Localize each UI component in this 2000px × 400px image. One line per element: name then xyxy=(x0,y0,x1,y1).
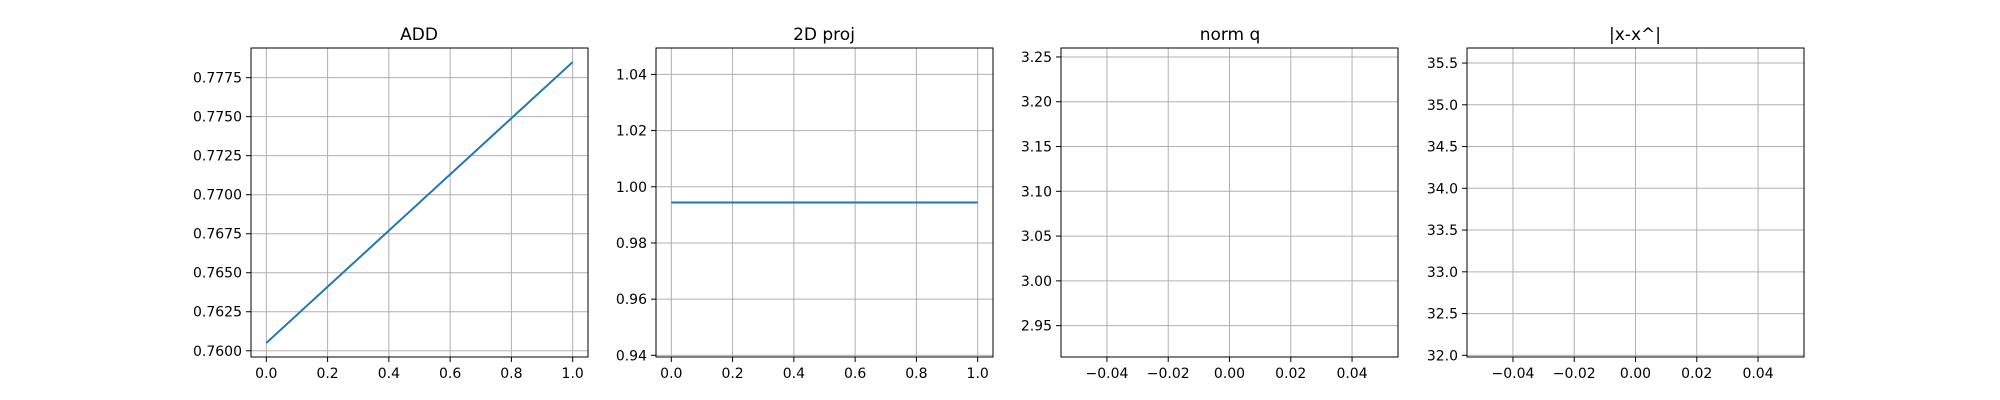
y-tick-label: 0.7600 xyxy=(193,344,242,360)
y-tick-label: 2.95 xyxy=(1021,319,1052,335)
x-tick-label: 0.6 xyxy=(844,366,866,382)
y-tick-label: 34.0 xyxy=(1427,181,1458,197)
x-tick-label: 0.0 xyxy=(660,366,682,382)
x-tick-label: 0.8 xyxy=(500,366,522,382)
x-tick-label: 0.4 xyxy=(378,366,400,382)
x-tick-label: 0.0 xyxy=(255,366,277,382)
y-tick-label: 0.7775 xyxy=(193,71,242,87)
y-tick-label: 3.00 xyxy=(1021,274,1052,290)
y-tick-label: 35.5 xyxy=(1427,56,1458,72)
axes-frame xyxy=(250,47,589,358)
y-tick-label: 3.15 xyxy=(1021,140,1052,156)
x-tick-label: −0.04 xyxy=(1492,366,1535,382)
x-tick-label: 0.6 xyxy=(439,366,461,382)
y-tick-label: 3.10 xyxy=(1021,184,1052,200)
y-tick-label: 34.5 xyxy=(1427,140,1458,156)
x-tick-label: 0.00 xyxy=(1620,366,1651,382)
subplot-title: ADD xyxy=(400,25,438,45)
subplot-title: 2D proj xyxy=(793,25,855,45)
x-tick-label: −0.04 xyxy=(1086,366,1129,382)
x-tick-label: 1.0 xyxy=(967,366,989,382)
y-tick-label: 1.02 xyxy=(616,124,647,140)
y-tick-label: 1.04 xyxy=(616,67,647,83)
x-tick-label: 0.04 xyxy=(1336,366,1367,382)
y-tick-label: 33.0 xyxy=(1427,265,1458,281)
y-tick-label: 0.7625 xyxy=(193,305,242,321)
series-line xyxy=(265,61,574,344)
subplot-norm-q: norm q −0.04 −0.02 0.00 0.02 0.04 2.95 3.00 3.0… xyxy=(1021,25,1399,382)
x-tick-label: 0.00 xyxy=(1214,366,1245,382)
y-tick-label: 3.20 xyxy=(1021,95,1052,111)
subplot-add: ADD 0.0 0.2 0.4 0.6 0.8 1.0 0.7600 0.7625 0.7650… xyxy=(193,25,589,382)
x-tick-label: −0.02 xyxy=(1147,366,1190,382)
y-tick-label: 0.7700 xyxy=(193,188,242,204)
y-tick-label: 3.05 xyxy=(1021,229,1052,245)
y-tick-label: 35.0 xyxy=(1427,98,1458,114)
y-tick-label: 1.00 xyxy=(616,180,647,196)
y-tick-label: 32.5 xyxy=(1427,307,1458,323)
subplot-title: norm q xyxy=(1200,25,1261,45)
grid xyxy=(1061,48,1398,357)
subplot-2d-proj: 2D proj 0.0 0.2 0.4 0.6 0.8 1.0 0.94 0.96 0.98 1.… xyxy=(616,25,994,382)
x-tick-label: 0.02 xyxy=(1275,366,1306,382)
y-tick-label: 0.96 xyxy=(616,292,647,308)
y-tick-label: 33.5 xyxy=(1427,223,1458,239)
y-tick-label: 0.7675 xyxy=(193,227,242,243)
x-tick-label: −0.02 xyxy=(1553,366,1596,382)
grid xyxy=(251,48,588,357)
x-tick-label: 0.8 xyxy=(905,366,927,382)
y-tick-label: 3.25 xyxy=(1021,50,1052,66)
y-tick-label: 0.94 xyxy=(616,348,647,364)
x-tick-label: 0.02 xyxy=(1681,366,1712,382)
subplot-error: |x-x^| −0.04 −0.02 0.00 0.02 0.04 32.0 32.5 33.… xyxy=(1427,25,1805,382)
axes-frame xyxy=(655,47,994,358)
subplot-title: |x-x^| xyxy=(1609,25,1661,45)
x-tick-label: 0.04 xyxy=(1742,366,1773,382)
y-tick-label: 0.7650 xyxy=(193,266,242,282)
grid xyxy=(1467,48,1804,357)
x-tick-label: 0.4 xyxy=(783,366,805,382)
x-tick-label: 0.2 xyxy=(316,366,338,382)
y-tick-label: 32.0 xyxy=(1427,348,1458,364)
x-tick-label: 0.2 xyxy=(721,366,743,382)
x-tick-label: 1.0 xyxy=(562,366,584,382)
y-tick-label: 0.7750 xyxy=(193,110,242,126)
y-tick-label: 0.7725 xyxy=(193,149,242,165)
y-tick-label: 0.98 xyxy=(616,236,647,252)
